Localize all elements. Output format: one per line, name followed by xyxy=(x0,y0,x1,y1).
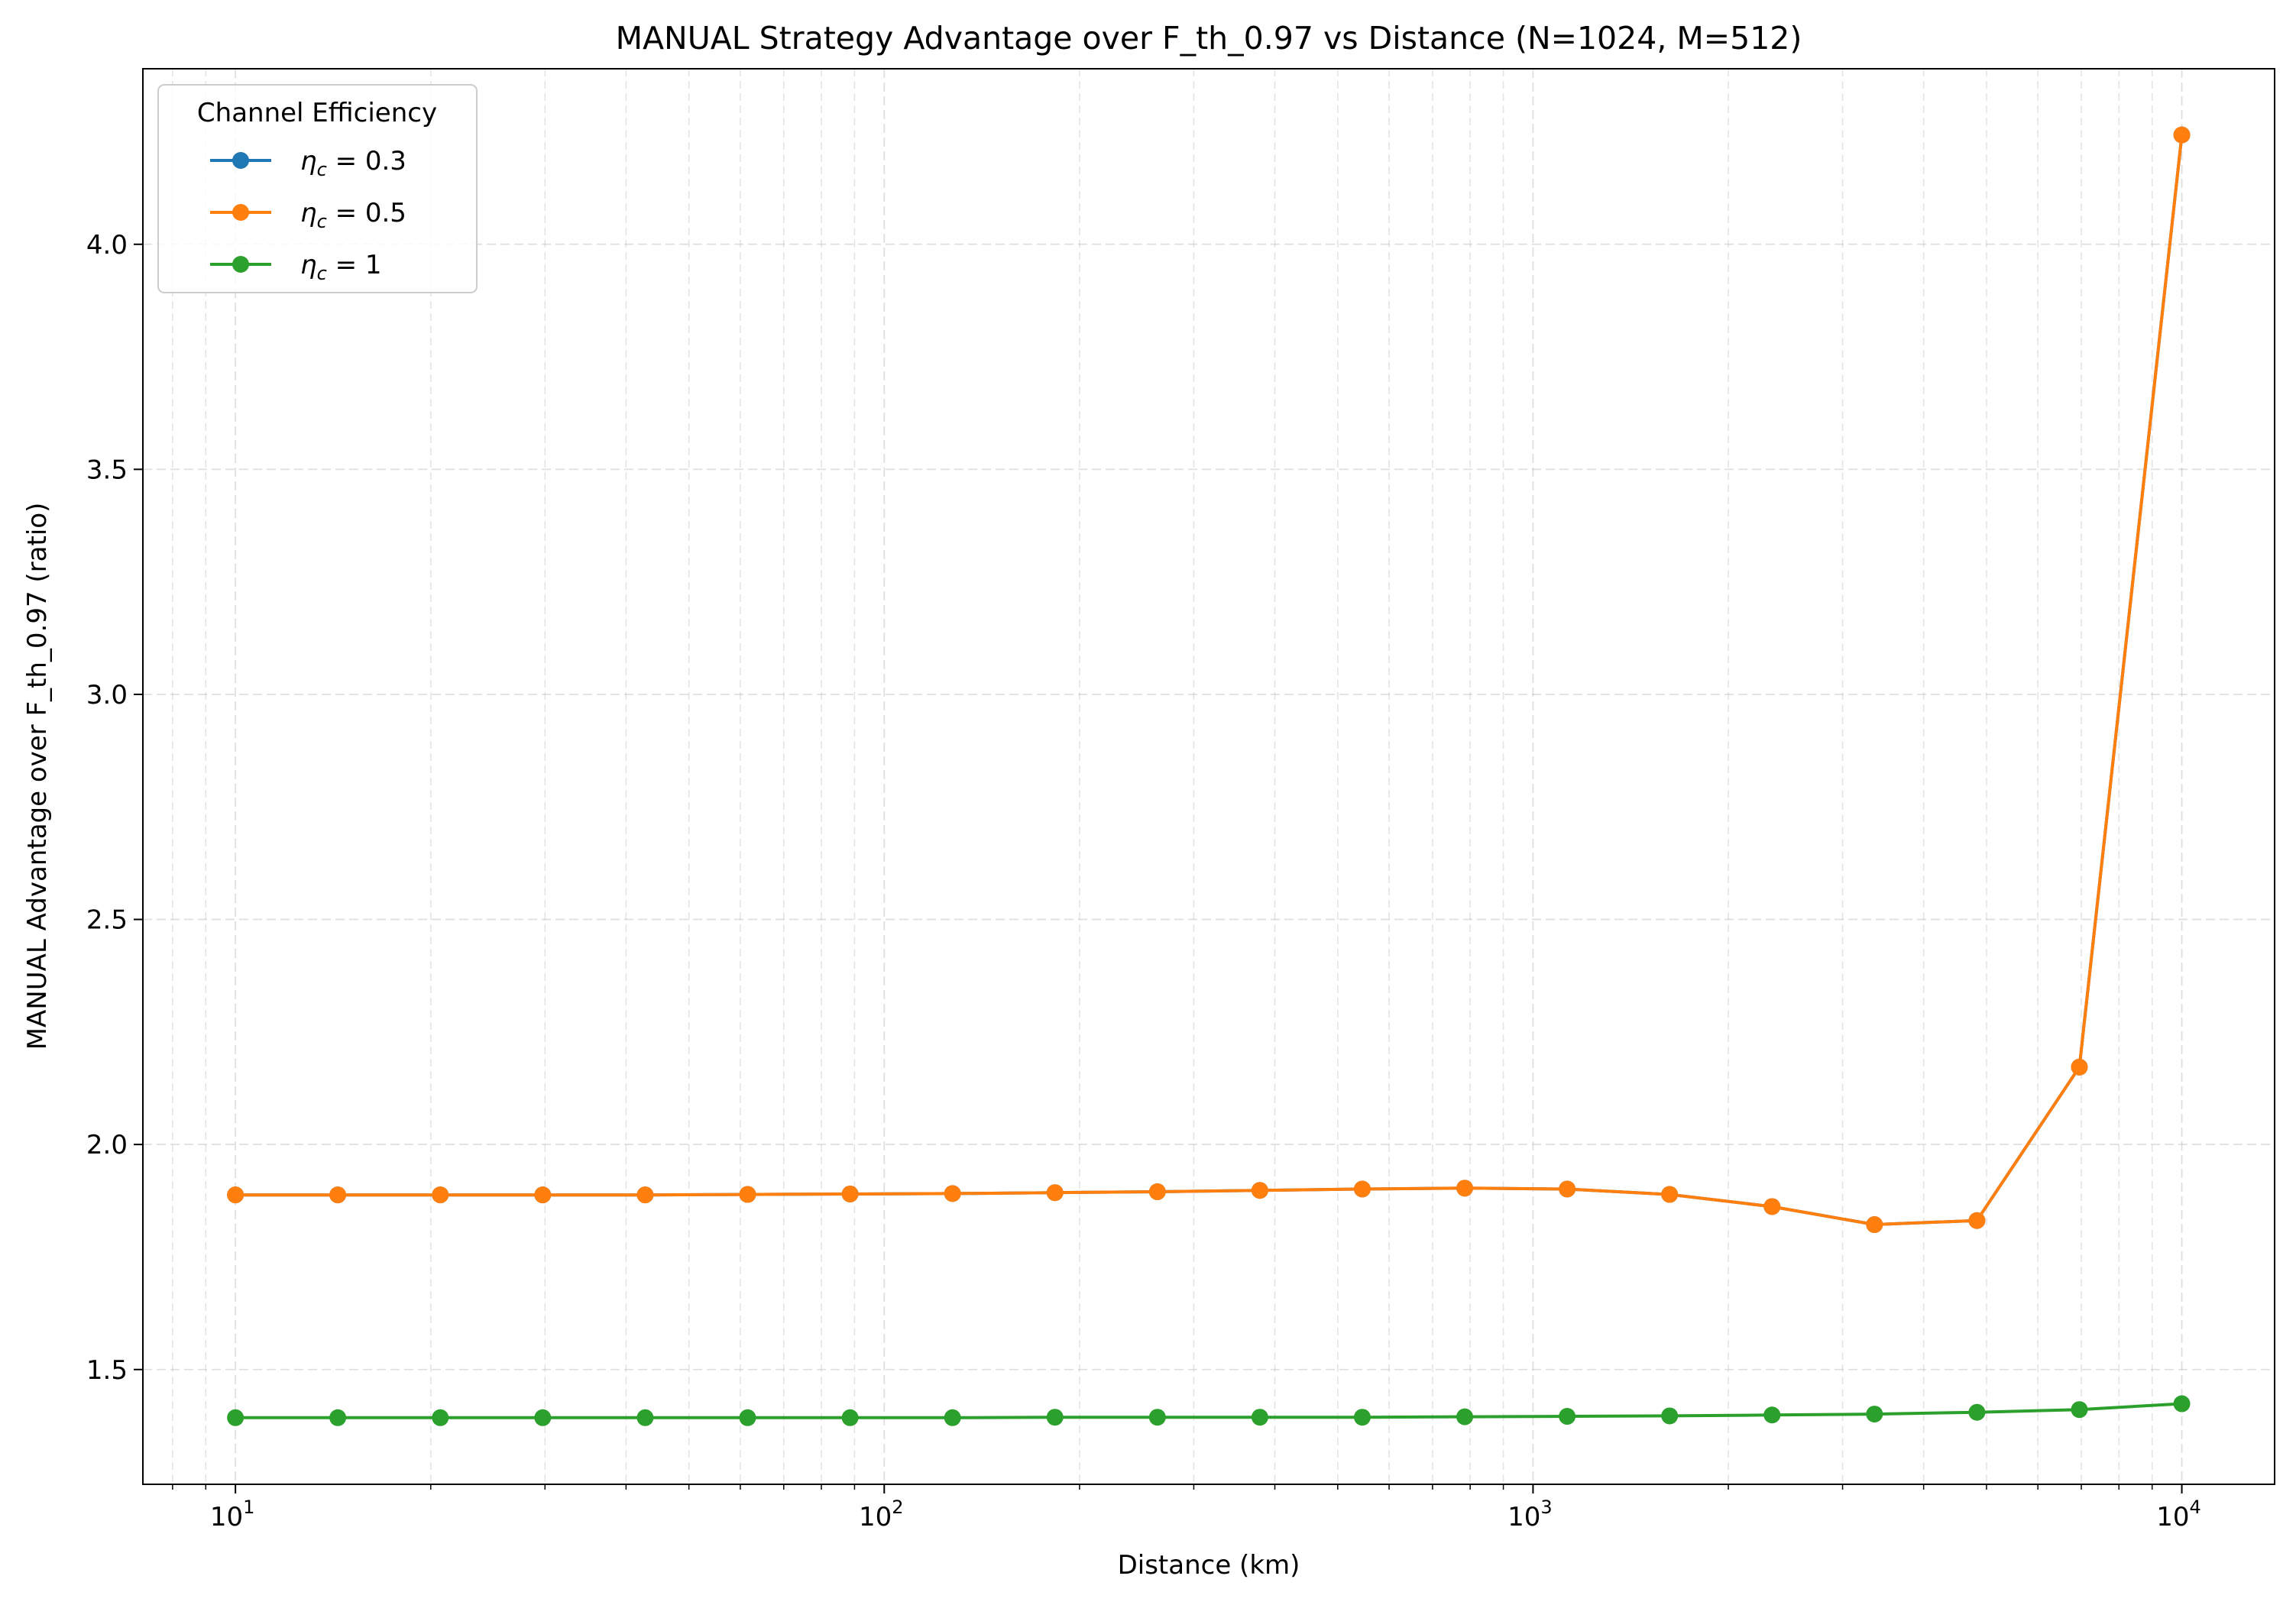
series-3 xyxy=(227,1395,2191,1426)
y-tick-label: 3.0 xyxy=(86,680,128,710)
y-tick-label: 2.5 xyxy=(86,905,128,936)
data-point xyxy=(1968,1212,1986,1229)
data-point xyxy=(841,1185,859,1202)
data-point xyxy=(1559,1180,1576,1198)
legend-item: ηc = 0.5 xyxy=(210,198,406,232)
plot-frame xyxy=(142,68,2275,1485)
x-tick-label: 104 xyxy=(2156,1497,2201,1532)
legend-box xyxy=(157,84,478,293)
legend-label: ηc = 1 xyxy=(300,250,382,284)
y-tick-label: 4.0 xyxy=(86,230,128,260)
legend-label: ηc = 0.3 xyxy=(300,146,406,180)
legend: Channel Efficiency ηc = 0.3ηc = 0.5ηc = … xyxy=(157,84,478,293)
data-point xyxy=(227,1409,244,1426)
grid-lines xyxy=(143,69,2275,1484)
data-point xyxy=(227,1186,244,1204)
data-point xyxy=(1866,1216,1883,1234)
legend-marker xyxy=(232,152,249,169)
y-tick-label: 2.0 xyxy=(86,1130,128,1160)
axis-ticks: 101 102 103 104 1.5 2.0 2.5 3.0 3.5 4.0 xyxy=(86,230,2201,1532)
data-point xyxy=(1763,1406,1781,1424)
data-point xyxy=(1968,1403,1986,1421)
legend-marker xyxy=(232,256,249,273)
legend-item: ηc = 0.3 xyxy=(210,146,406,180)
series-2 xyxy=(227,126,2191,1234)
plot-series xyxy=(227,126,2191,1426)
series-line xyxy=(235,1402,2182,1419)
legend-label: ηc = 0.5 xyxy=(300,198,406,232)
y-tick-label: 1.5 xyxy=(86,1355,128,1386)
legend-items: ηc = 0.3 ηc = 0.5 ηc = 1 xyxy=(210,146,406,284)
data-point xyxy=(944,1185,961,1202)
data-point xyxy=(2173,126,2191,144)
y-tick-label: 3.5 xyxy=(86,455,128,485)
data-point xyxy=(1353,1180,1371,1198)
data-point xyxy=(2071,1401,2088,1419)
data-point xyxy=(1866,1406,1883,1423)
data-point xyxy=(1661,1186,1679,1203)
data-point xyxy=(534,1186,552,1204)
data-point xyxy=(1251,1409,1268,1426)
data-point xyxy=(1353,1409,1371,1426)
legend-item: ηc = 1 xyxy=(210,250,382,284)
data-point xyxy=(1763,1198,1781,1215)
x-axis-label: Distance (km) xyxy=(1118,1550,1300,1581)
legend-marker xyxy=(232,204,249,221)
data-point xyxy=(636,1409,654,1426)
data-point xyxy=(432,1186,449,1204)
x-tick-label: 102 xyxy=(859,1497,904,1532)
legend-title: Channel Efficiency xyxy=(197,98,437,128)
series-line xyxy=(235,134,2184,1226)
data-point xyxy=(1251,1182,1268,1199)
data-point xyxy=(329,1186,347,1204)
data-point xyxy=(534,1409,552,1426)
y-axis-label: MANUAL Advantage over F_th_0.97 (ratio) xyxy=(22,503,53,1050)
data-point xyxy=(432,1409,449,1426)
chart-title: MANUAL Strategy Advantage over F_th_0.97… xyxy=(616,20,1802,57)
data-point xyxy=(2071,1058,2088,1076)
data-point xyxy=(1148,1183,1166,1201)
data-point xyxy=(2173,1395,2191,1412)
data-point xyxy=(636,1186,654,1204)
x-tick-label: 103 xyxy=(1507,1497,1553,1532)
data-point xyxy=(1046,1409,1064,1426)
data-point xyxy=(1148,1409,1166,1426)
data-point xyxy=(944,1409,961,1426)
data-point xyxy=(841,1409,859,1426)
data-point xyxy=(739,1186,756,1203)
data-point xyxy=(1559,1408,1576,1425)
data-point xyxy=(1456,1179,1474,1197)
data-point xyxy=(1661,1407,1679,1425)
data-point xyxy=(1046,1184,1064,1202)
data-point xyxy=(1456,1408,1474,1425)
data-point xyxy=(739,1409,756,1426)
data-point xyxy=(329,1409,347,1426)
x-tick-label: 101 xyxy=(210,1497,255,1532)
